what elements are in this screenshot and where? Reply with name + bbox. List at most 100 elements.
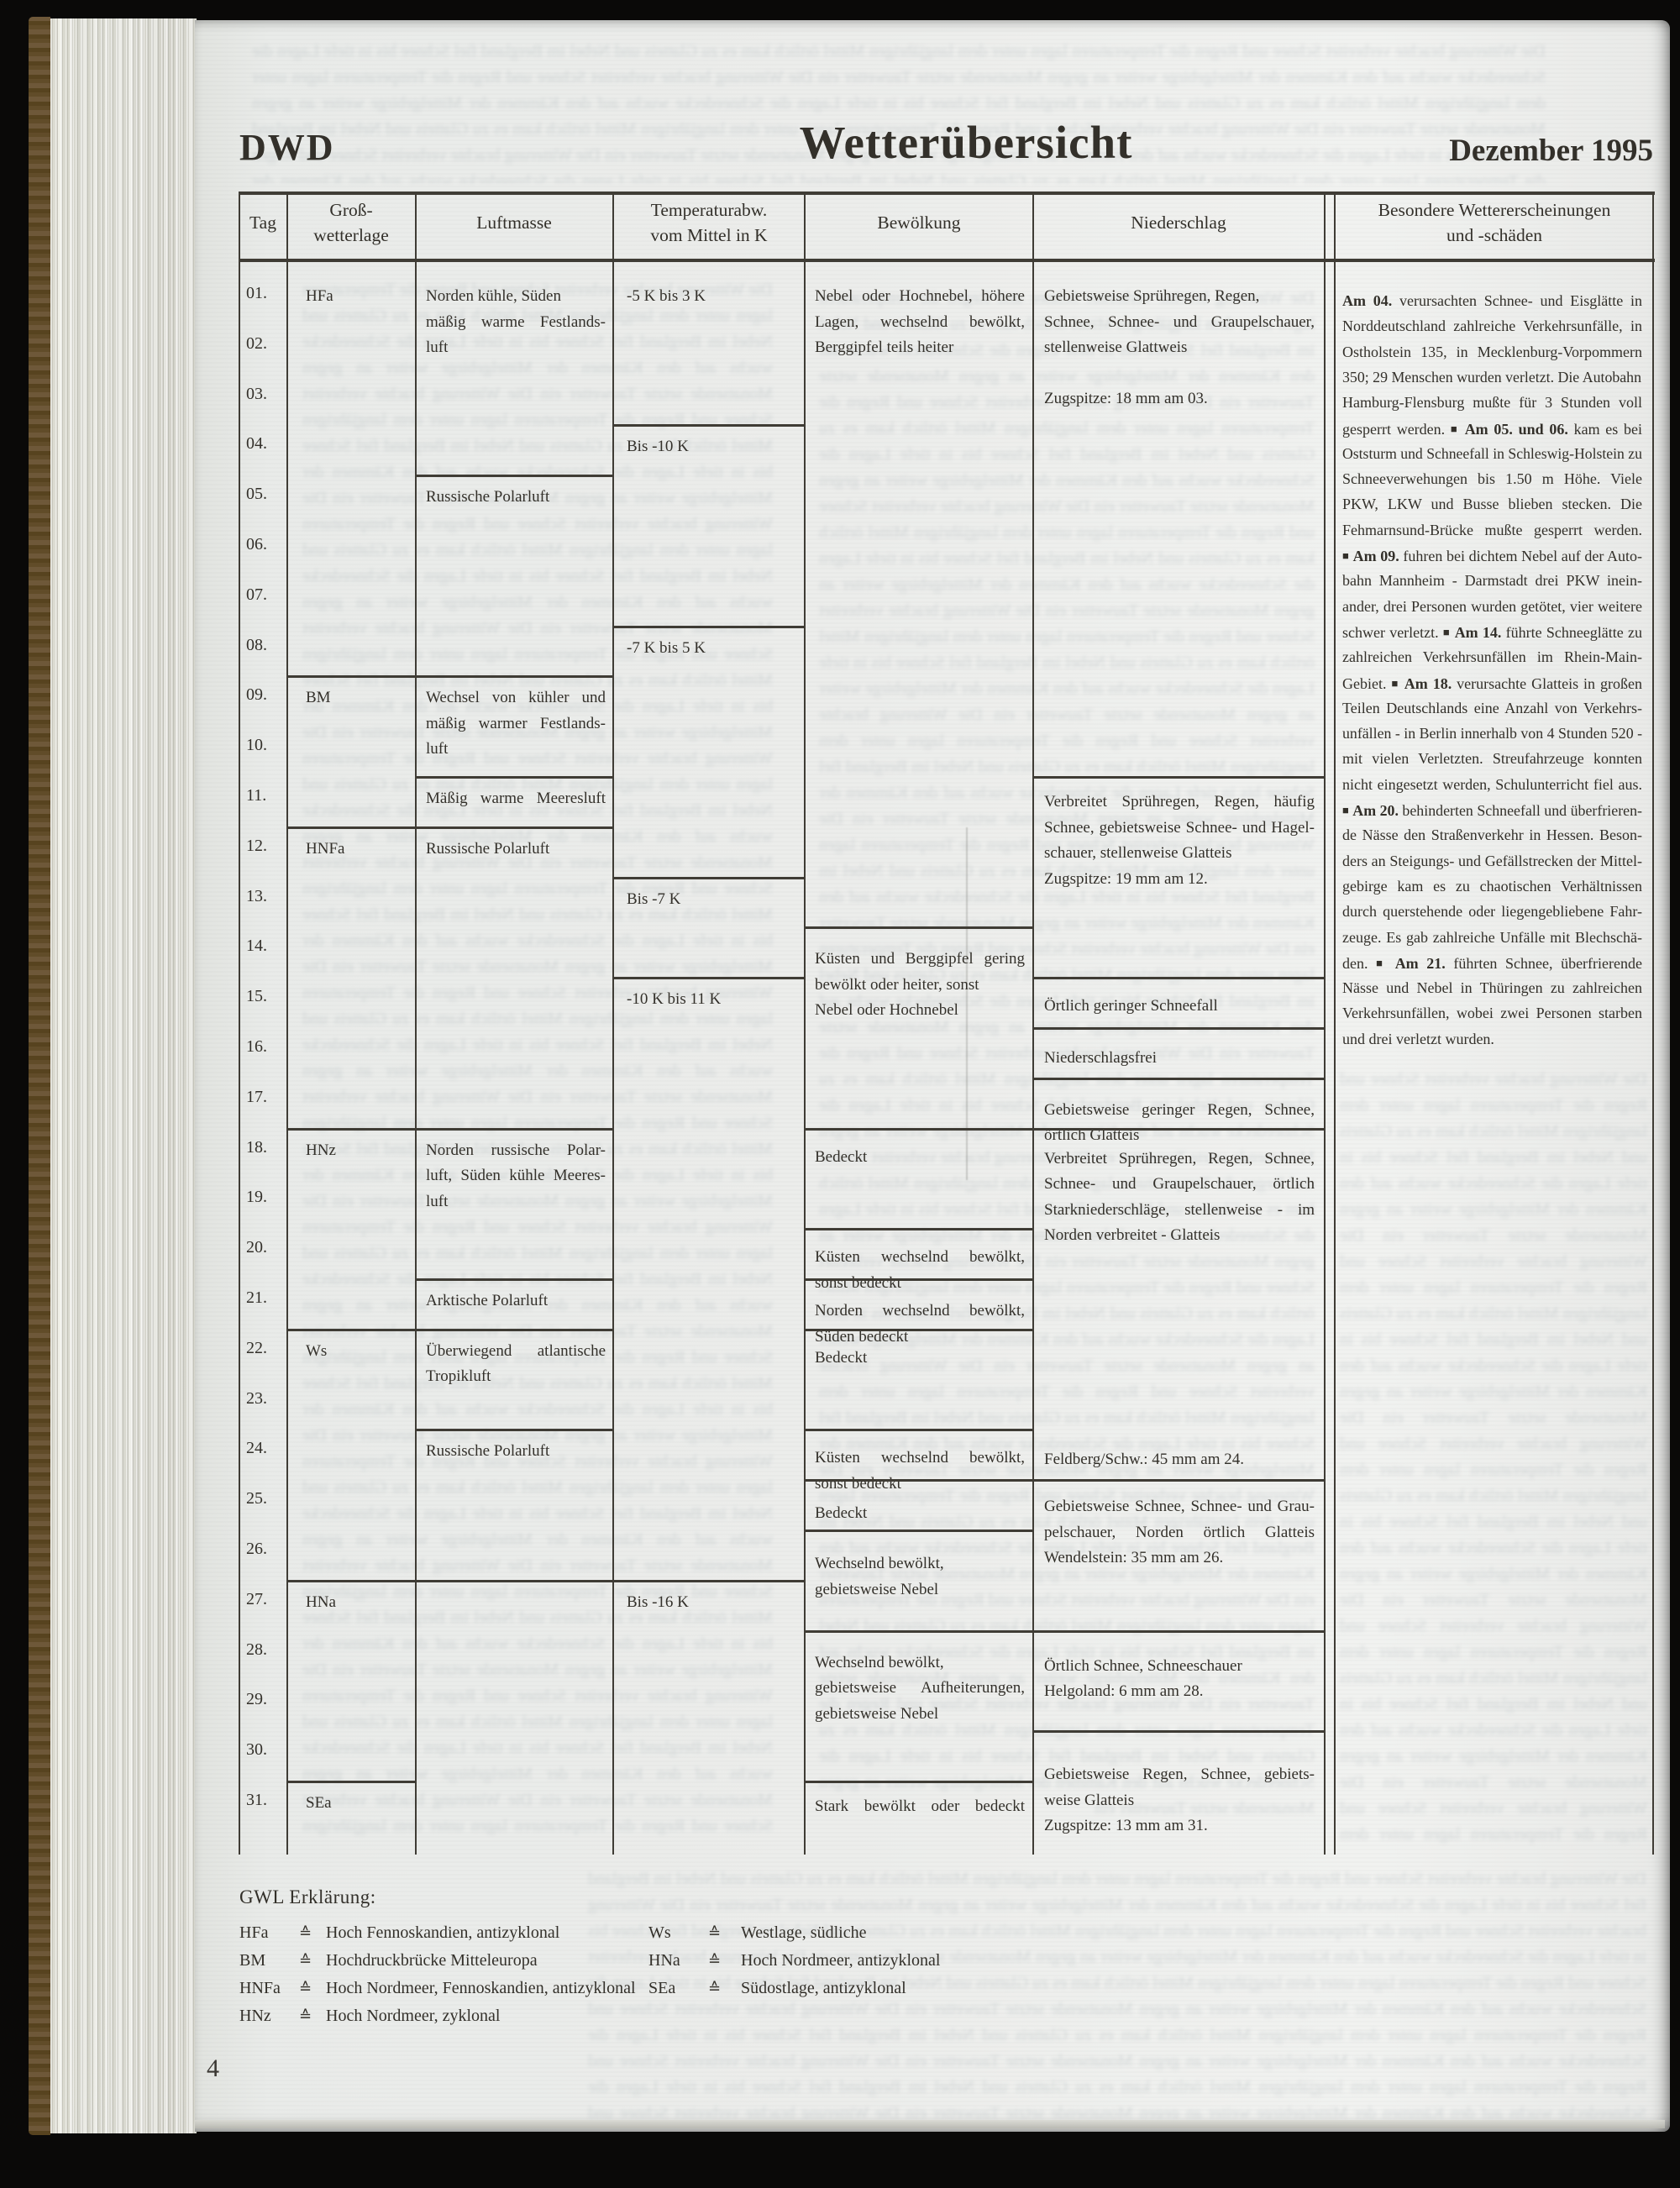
table-separator [416, 826, 613, 829]
cell-text: Tropikluft [426, 1367, 491, 1386]
table-separator [1033, 1027, 1325, 1030]
cell-text: gebietsweise Aufheiterungen, [815, 1679, 1025, 1697]
text-segment: Am 18. [1404, 674, 1452, 692]
special-weather-line: Teilen Deutschlands eine Anzahl von Verk… [1342, 697, 1642, 720]
text-segment: und drei verletzt wurden. [1342, 1030, 1494, 1047]
cell-text: Norden wechselnd bewölkt, [815, 1302, 1025, 1320]
day-label: 17. [246, 1087, 267, 1106]
table-separator [1033, 1730, 1325, 1734]
corresponds-symbol: ≙ [708, 1924, 722, 1941]
special-weather-line: schwer verletzt. ■ Am 14. führte Schneeg… [1342, 621, 1642, 644]
cell-text: Gebietsweise Sprühregen, Regen, [1044, 287, 1260, 305]
day-label: 06. [246, 535, 267, 554]
cell-text: Wendelstein: 35 mm am 26. [1044, 1549, 1224, 1567]
day-label: 25. [246, 1489, 267, 1509]
table-separator [287, 1781, 416, 1783]
table-separator [1033, 1127, 1325, 1131]
page-number: 4 [207, 2054, 219, 2082]
special-weather-line: Nässe und Nebel in Thüringen zu zahlreic… [1342, 977, 1642, 1000]
special-weather-line: Schneeverwehungen bis 1.50 m Höhe. Viele [1342, 468, 1642, 491]
legend-text: Hoch Fennoskandien, antizyklonal [326, 1923, 560, 1942]
table-separator [1033, 977, 1325, 980]
bullet-square-icon: ■ [1442, 625, 1451, 638]
legend-text: Westlage, südliche [741, 1923, 867, 1942]
legend-abbr: HNFa [239, 1979, 281, 1997]
special-weather-line: bahn Mannheim - Darmstadt drei PKW inein… [1342, 569, 1642, 592]
special-weather-line: Ostholstein 135, in Mecklenburg-Vorpomme… [1342, 341, 1642, 364]
legend-abbr: BM [239, 1951, 266, 1970]
table-separator [416, 475, 613, 478]
cell-text: Niederschlagsfrei [1044, 1049, 1157, 1067]
page-title: Wetterübersicht [799, 117, 1133, 168]
day-label: 30. [246, 1740, 267, 1760]
text-segment: Am 09. [1352, 548, 1399, 564]
day-label: 28. [246, 1640, 267, 1659]
special-weather-line: mit vielen Verletzten. Streufahrzeuge ko… [1342, 748, 1642, 770]
text-segment [1459, 421, 1465, 438]
table-separator [416, 1127, 613, 1131]
text-segment: Am 21. [1394, 954, 1446, 972]
table-vertical-rule [1334, 192, 1336, 1855]
cell-text: sonst bedeckt [815, 1474, 901, 1493]
table-separator [287, 1127, 416, 1131]
text-segment: Am 04. [1342, 292, 1393, 309]
text-segment: bahn Mannheim - Darmstadt drei PKW inein… [1342, 572, 1642, 590]
cell-text: Gebietsweise Regen, Schnee, gebiets- [1044, 1766, 1315, 1784]
text-segment: Nässe und Nebel in Thüringen zu zahlreic… [1342, 979, 1642, 997]
table-separator [613, 1579, 805, 1582]
text-segment: Verkehrsunfällen, wobei zwei Personen st… [1342, 1005, 1642, 1022]
column-header: Groß- [329, 200, 373, 220]
text-segment: gebirge kam es zu chaotischen Verhältnis… [1342, 877, 1642, 895]
day-label: 04. [246, 434, 267, 454]
text-segment: Am 20. [1352, 802, 1399, 819]
special-weather-line: ders an Steigungs- und Gefällstrecken de… [1342, 850, 1642, 873]
cell-text: Stark bewölkt oder bedeckt [815, 1797, 1025, 1815]
table-separator [1033, 776, 1325, 779]
table-vertical-rule [239, 192, 240, 1855]
table-separator [805, 1530, 1033, 1532]
table-vertical-rule [804, 192, 806, 1855]
special-weather-line: zeuge. Es gab zahlreiche Unfälle mit Ble… [1342, 926, 1642, 949]
special-weather-line: Norddeutschland zahlreiche Verkehrsunfäl… [1342, 315, 1642, 338]
day-label: 22. [246, 1338, 267, 1357]
special-weather-line: Am 04. verursachten Schnee- und Eisglätt… [1342, 290, 1642, 312]
table-separator [416, 1429, 613, 1432]
table-vertical-rule [1324, 192, 1326, 1855]
bullet-square-icon: ■ [1376, 956, 1388, 969]
corresponds-symbol: ≙ [299, 1952, 312, 1969]
column-header: Tag [249, 213, 276, 233]
column-header: Temperaturabw. [650, 200, 768, 220]
special-weather-line: 350; 29 Menschen wurden verletzt. Die Au… [1342, 366, 1642, 389]
day-label: 13. [246, 886, 267, 905]
text-segment: führten Schnee, überfrierende [1445, 954, 1643, 972]
text-segment: Ostholstein 135, in Mecklenburg-Vorpomme… [1342, 343, 1642, 360]
cell-text: Bis -10 K [627, 438, 689, 456]
cell-text: gebietsweise Nebel [815, 1704, 939, 1723]
legend-title: GWL Erklärung: [239, 1886, 376, 1907]
cell-text: schauer, stellenweise Glatteis [1044, 844, 1232, 862]
table-vertical-rule [286, 192, 288, 1855]
special-weather-line: zahlreichen Verkehrsunfällen im Rhein-Ma… [1342, 646, 1642, 669]
text-segment: durch querstehende oder liegengebliebene… [1342, 903, 1642, 921]
cell-text: SEa [306, 1794, 332, 1812]
cell-text: Berggipfel teils heiter [815, 338, 954, 356]
paper-sheet [195, 20, 1670, 2132]
cell-text: Ws [306, 1341, 328, 1360]
cell-text: Gebietsweise geringer Regen, Schnee, [1044, 1100, 1315, 1119]
table-separator [1033, 1077, 1325, 1080]
day-label: 10. [246, 736, 267, 755]
text-segment: fuhren bei dichtem Nebel auf der Auto- [1399, 548, 1642, 564]
cell-text: HNFa [306, 839, 345, 858]
cell-text: -10 K bis 11 K [627, 990, 722, 1009]
day-label: 15. [246, 987, 267, 1006]
special-weather-line: durch querstehende oder liegengebliebene… [1342, 900, 1642, 923]
cell-text: gebietsweise Nebel [815, 1580, 939, 1598]
special-weather-line: Gebiet. ■ Am 18. verursachte Glatteis in… [1342, 672, 1642, 695]
table-separator [416, 1579, 613, 1582]
bullet-square-icon: ■ [1450, 422, 1459, 435]
text-segment: führte Schneeglätte zu [1501, 623, 1642, 641]
text-segment: kam es bei [1567, 420, 1643, 438]
text-segment: Am 14. [1454, 623, 1502, 641]
cell-text: pelschauer, Norden örtlich Glatteis [1044, 1523, 1315, 1541]
legend-abbr: HFa [239, 1923, 269, 1942]
